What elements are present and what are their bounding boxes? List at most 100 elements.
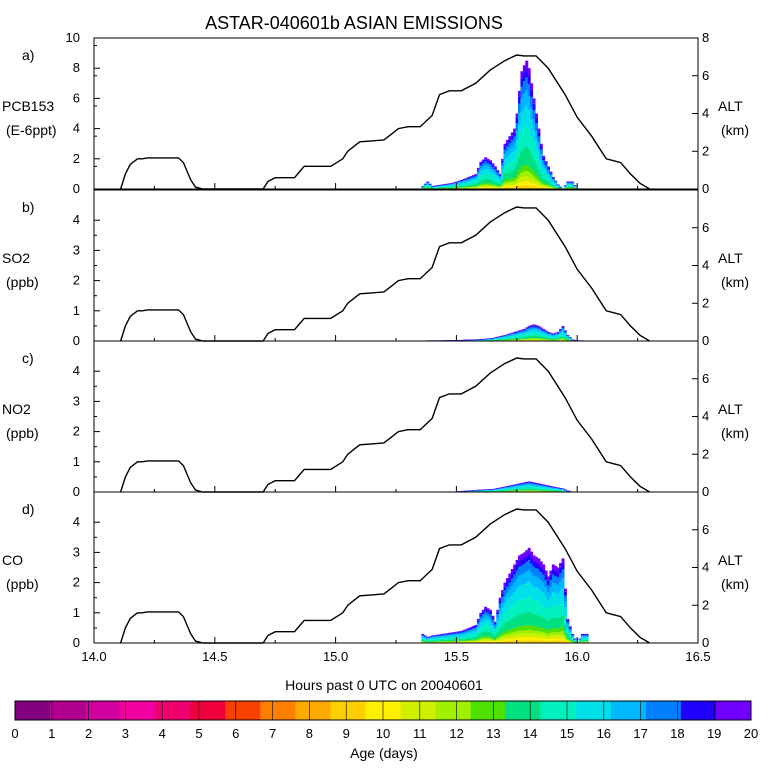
age-column-segment bbox=[539, 187, 543, 189]
age-column-segment bbox=[469, 642, 473, 643]
age-column-segment bbox=[467, 339, 471, 341]
age-column-segment bbox=[522, 339, 526, 341]
age-column-segment bbox=[476, 175, 480, 179]
age-column-segment bbox=[469, 635, 473, 638]
age-column-segment bbox=[515, 118, 519, 124]
age-column-segment bbox=[513, 187, 517, 189]
age-column-segment bbox=[537, 326, 541, 328]
age-column-segment bbox=[498, 179, 502, 182]
age-column-segment bbox=[510, 485, 514, 487]
age-column-segment bbox=[556, 339, 560, 341]
age-column-segment bbox=[532, 325, 536, 327]
age-column-segment bbox=[513, 149, 517, 160]
age-column-segment bbox=[518, 484, 522, 486]
age-column-segment bbox=[571, 181, 575, 182]
age-column-segment bbox=[484, 168, 488, 174]
age-column-segment bbox=[431, 638, 435, 640]
age-column-segment bbox=[464, 628, 468, 630]
age-column-segment bbox=[518, 614, 522, 627]
age-column-segment bbox=[467, 185, 471, 187]
age-column-segment bbox=[554, 605, 558, 618]
age-column-segment bbox=[510, 586, 514, 595]
age-column-segment bbox=[469, 184, 473, 187]
age-column-segment bbox=[568, 337, 572, 339]
age-column-segment bbox=[445, 187, 449, 188]
age-column-segment bbox=[469, 180, 473, 183]
age-column-segment bbox=[549, 175, 553, 178]
age-column-segment bbox=[532, 487, 536, 489]
age-column-segment bbox=[467, 629, 471, 632]
age-column-segment bbox=[508, 334, 512, 336]
age-column-segment bbox=[549, 587, 553, 596]
age-column-segment bbox=[520, 482, 524, 484]
age-column-segment bbox=[563, 339, 567, 341]
age-column-segment bbox=[474, 640, 478, 642]
age-column-segment bbox=[435, 185, 439, 187]
age-column-segment bbox=[450, 632, 454, 634]
y-tick-label: 4 bbox=[73, 212, 80, 227]
age-column-segment bbox=[518, 330, 522, 332]
age-column-segment bbox=[505, 337, 509, 339]
age-column-segment bbox=[440, 638, 444, 641]
age-column-segment bbox=[571, 187, 575, 189]
age-column-segment bbox=[534, 330, 538, 334]
age-column-segment bbox=[447, 183, 451, 185]
age-column-segment bbox=[503, 180, 507, 183]
age-column-segment bbox=[573, 642, 577, 643]
age-column-segment bbox=[498, 488, 502, 489]
age-column-segment bbox=[530, 551, 534, 558]
age-columns bbox=[455, 481, 572, 493]
age-column-segment bbox=[472, 184, 476, 187]
age-column-segment bbox=[486, 184, 490, 186]
age-column-segment bbox=[457, 186, 461, 188]
age-column-segment bbox=[498, 491, 502, 492]
age-column-segment bbox=[573, 641, 577, 643]
age-column-segment bbox=[510, 178, 514, 182]
age-column-segment bbox=[547, 169, 551, 172]
age-column-segment bbox=[585, 641, 589, 643]
age-column-segment bbox=[443, 634, 447, 635]
age-column-segment bbox=[525, 181, 529, 186]
colorbar-swatch bbox=[260, 701, 296, 720]
age-column-segment bbox=[539, 561, 543, 567]
age-column-segment bbox=[537, 489, 541, 491]
age-column-segment bbox=[464, 630, 468, 633]
age-column-segment bbox=[568, 640, 572, 642]
age-column-segment bbox=[476, 182, 480, 185]
age-column-segment bbox=[474, 641, 478, 642]
age-column-segment bbox=[431, 187, 435, 188]
age-column-segment bbox=[469, 186, 473, 188]
age-column-segment bbox=[530, 89, 534, 98]
age-column-segment bbox=[537, 637, 541, 641]
colorbar-tick-label: 3 bbox=[122, 726, 129, 741]
y-tick-label: 2 bbox=[73, 424, 80, 439]
age-column-segment bbox=[423, 636, 427, 638]
age-column-segment bbox=[493, 638, 497, 641]
age-column-segment bbox=[534, 164, 538, 175]
y-axis-label-line2: (E-6ppt) bbox=[6, 122, 57, 138]
age-column-segment bbox=[501, 337, 505, 339]
age-column-segment bbox=[479, 186, 483, 188]
age-column-segment bbox=[518, 637, 522, 641]
colorbar-tick-label: 0 bbox=[11, 726, 18, 741]
age-column-segment bbox=[479, 628, 483, 634]
age-column-segment bbox=[481, 617, 485, 622]
age-column-segment bbox=[547, 333, 551, 335]
age-column-segment bbox=[513, 185, 517, 188]
age-column-segment bbox=[537, 185, 541, 188]
age-column-segment bbox=[534, 326, 538, 328]
age-column-segment bbox=[498, 487, 502, 489]
age-column-segment bbox=[527, 326, 531, 328]
age-column-segment bbox=[530, 326, 534, 328]
age-column-segment bbox=[503, 603, 507, 614]
age-column-segment bbox=[452, 634, 456, 636]
age-column-segment bbox=[489, 609, 493, 612]
age-column-segment bbox=[568, 187, 572, 189]
age-column-segment bbox=[460, 491, 464, 492]
age-column-segment bbox=[547, 336, 551, 339]
age-column-segment bbox=[551, 340, 555, 341]
age-column-segment bbox=[563, 607, 567, 617]
age-column-segment bbox=[544, 175, 548, 180]
age-column-segment bbox=[520, 599, 524, 614]
age-column-segment bbox=[566, 340, 570, 341]
